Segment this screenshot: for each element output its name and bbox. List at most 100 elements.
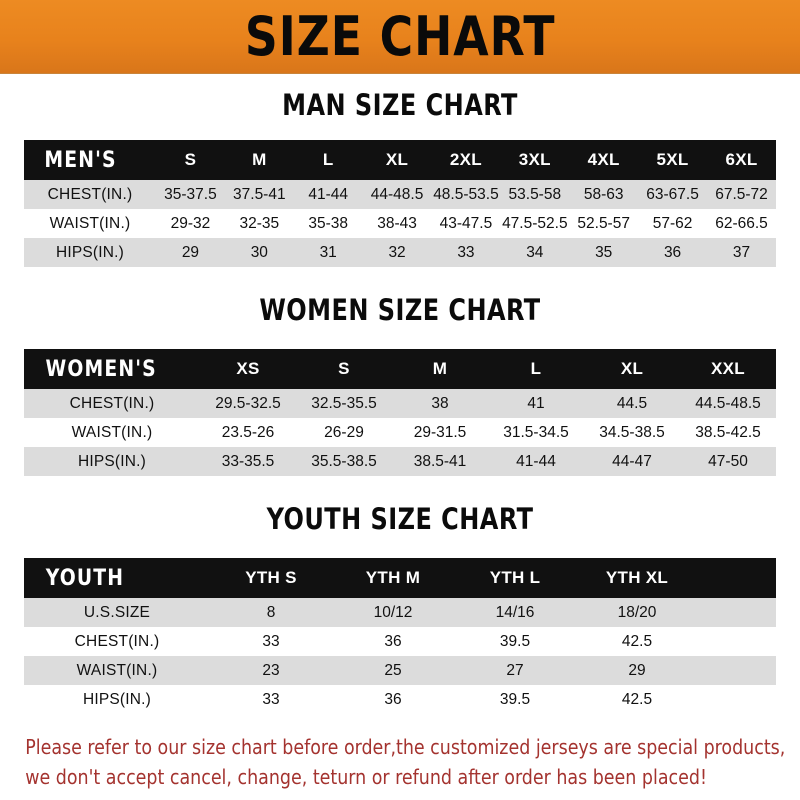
man-waist-xl: 38-43	[377, 214, 417, 232]
youth-col-header-xl: YTH XL	[605, 568, 669, 587]
man-row-label-hips: HIPS(IN.)	[55, 243, 125, 261]
youth-row-label-waist: WAIST(IN.)	[76, 661, 158, 679]
youth-chest-xl: 42.5	[621, 632, 653, 650]
man-hips-6xl: 37	[732, 243, 751, 261]
man-hips-s: 29	[181, 243, 200, 261]
youth-hips-s: 33	[262, 690, 280, 708]
women-waist-m: 29-31.5	[413, 423, 467, 441]
youth-row-label-us-size: U.S.SIZE	[83, 603, 151, 621]
table-row: WAIST(IN.) 23 25 27 29	[24, 656, 776, 685]
table-row: CHEST(IN.) 35-37.5 37.5-41 41-44 44-48.5…	[24, 180, 776, 209]
man-waist-s: 29-32	[170, 214, 211, 232]
youth-row-spacer	[698, 685, 776, 714]
youth-row-spacer	[698, 656, 776, 685]
man-chest-m: 37.5-41	[233, 185, 286, 203]
women-waist-xl: 34.5-38.5	[599, 423, 665, 441]
youth-row-label-chest: CHEST(IN.)	[74, 632, 160, 650]
youth-chest-s: 33	[262, 632, 280, 650]
youth-table-header-row: YOUTH YTH S YTH M YTH L YTH XL	[24, 558, 776, 598]
order-policy-disclaimer: Please refer to our size chart before or…	[0, 732, 786, 792]
youth-size-chart-wrapper: YOUTH YTH S YTH M YTH L YTH XL U.S.SIZE …	[24, 558, 776, 714]
man-waist-l: 35-38	[308, 214, 349, 232]
table-row: HIPS(IN.) 29 30 31 32 33 34 35 36 37	[24, 238, 776, 267]
women-hips-m: 38.5-41	[413, 452, 467, 470]
women-col-header-l: L	[530, 359, 542, 378]
man-size-table: MEN'S S M L XL 2XL 3XL 4XL 5XL 6XL CHEST…	[24, 140, 776, 267]
women-col-header-xs: XS	[236, 359, 260, 378]
women-waist-xs: 23.5-26	[221, 423, 275, 441]
table-row: U.S.SIZE 8 10/12 14/16 18/20	[24, 598, 776, 627]
women-row-label-chest: CHEST(IN.)	[69, 394, 155, 412]
women-waist-s: 26-29	[324, 423, 364, 441]
women-chest-s: 32.5-35.5	[311, 394, 377, 412]
man-size-chart-title: MAN SIZE CHART	[282, 88, 518, 122]
women-chest-m: 38	[431, 394, 449, 412]
table-row: CHEST(IN.) 29.5-32.5 32.5-35.5 38 41 44.…	[24, 389, 776, 418]
youth-col-header-s: YTH S	[245, 568, 297, 587]
youth-col-header-m: YTH M	[365, 568, 421, 587]
youth-us-size-m: 10/12	[373, 603, 413, 621]
man-hips-2xl: 33	[457, 243, 475, 261]
man-waist-4xl: 52.5-57	[577, 214, 630, 232]
page-title: SIZE CHART	[244, 4, 556, 68]
women-chest-xxl: 44.5-48.5	[695, 394, 761, 412]
youth-waist-xl: 29	[628, 661, 646, 679]
man-chest-4xl: 58-63	[583, 185, 624, 203]
man-chest-l: 41-44	[308, 185, 349, 203]
man-waist-3xl: 47.5-52.5	[502, 214, 568, 232]
man-chest-3xl: 53.5-58	[508, 185, 562, 203]
man-col-header-5xl: 5XL	[656, 150, 689, 169]
disclaimer-line-1: Please refer to our size chart before or…	[25, 735, 786, 759]
youth-hips-m: 36	[384, 690, 402, 708]
youth-row-spacer	[698, 627, 776, 656]
women-col-header-xxl: XXL	[711, 359, 745, 378]
man-waist-5xl: 57-62	[652, 214, 693, 232]
women-row-label-waist: WAIST(IN.)	[71, 423, 153, 441]
youth-waist-s: 23	[262, 661, 280, 679]
man-hips-xl: 32	[388, 243, 406, 261]
man-col-header-3xl: 3XL	[518, 150, 551, 169]
youth-corner-label: YOUTH	[45, 565, 125, 591]
man-hips-m: 30	[250, 243, 268, 261]
youth-size-table: YOUTH YTH S YTH M YTH L YTH XL U.S.SIZE …	[24, 558, 776, 714]
women-chest-l: 41	[527, 394, 545, 412]
women-hips-xs: 33-35.5	[221, 452, 275, 470]
youth-hips-l: 39.5	[499, 690, 531, 708]
youth-col-header-l: YTH L	[489, 568, 541, 587]
women-hips-xl: 44-47	[612, 452, 652, 470]
man-waist-2xl: 43-47.5	[439, 214, 493, 232]
man-col-header-l: L	[322, 150, 334, 169]
women-row-label-hips: HIPS(IN.)	[77, 452, 147, 470]
women-table-header-row: WOMEN'S XS S M L XL XXL	[24, 349, 776, 389]
man-row-label-waist: WAIST(IN.)	[49, 214, 131, 232]
disclaimer-line-2: we don't accept cancel, change, teturn o…	[25, 765, 707, 789]
man-corner-label: MEN'S	[44, 147, 117, 173]
man-row-label-chest: CHEST(IN.)	[47, 185, 133, 203]
women-chest-xl: 44.5	[616, 394, 648, 412]
man-size-chart-wrapper: MEN'S S M L XL 2XL 3XL 4XL 5XL 6XL CHEST…	[24, 140, 776, 267]
youth-size-chart-title: YOUTH SIZE CHART	[266, 502, 534, 536]
man-col-header-4xl: 4XL	[587, 150, 620, 169]
man-hips-5xl: 36	[663, 243, 682, 261]
women-corner-label: WOMEN'S	[45, 356, 157, 382]
table-row: HIPS(IN.) 33 36 39.5 42.5	[24, 685, 776, 714]
women-size-chart-wrapper: WOMEN'S XS S M L XL XXL CHEST(IN.) 29.5-…	[24, 349, 776, 476]
man-col-header-2xl: 2XL	[449, 150, 482, 169]
youth-us-size-xl: 18/20	[617, 603, 657, 621]
youth-us-size-s: 8	[266, 603, 276, 621]
man-col-header-xl: XL	[385, 150, 409, 169]
women-hips-s: 35.5-38.5	[311, 452, 377, 470]
youth-hips-xl: 42.5	[621, 690, 653, 708]
women-size-table: WOMEN'S XS S M L XL XXL CHEST(IN.) 29.5-…	[24, 349, 776, 476]
women-waist-l: 31.5-34.5	[503, 423, 569, 441]
youth-header-spacer	[698, 558, 776, 598]
man-chest-xl: 44-48.5	[370, 185, 424, 203]
man-waist-6xl: 62-66.5	[715, 214, 768, 232]
man-hips-4xl: 35	[595, 243, 613, 261]
youth-chest-m: 36	[384, 632, 402, 650]
youth-waist-l: 27	[506, 661, 524, 679]
table-row: WAIST(IN.) 29-32 32-35 35-38 38-43 43-47…	[24, 209, 776, 238]
man-hips-3xl: 34	[526, 243, 544, 261]
size-chart-banner: SIZE CHART	[0, 0, 800, 74]
man-table-header-row: MEN'S S M L XL 2XL 3XL 4XL 5XL 6XL	[24, 140, 776, 180]
